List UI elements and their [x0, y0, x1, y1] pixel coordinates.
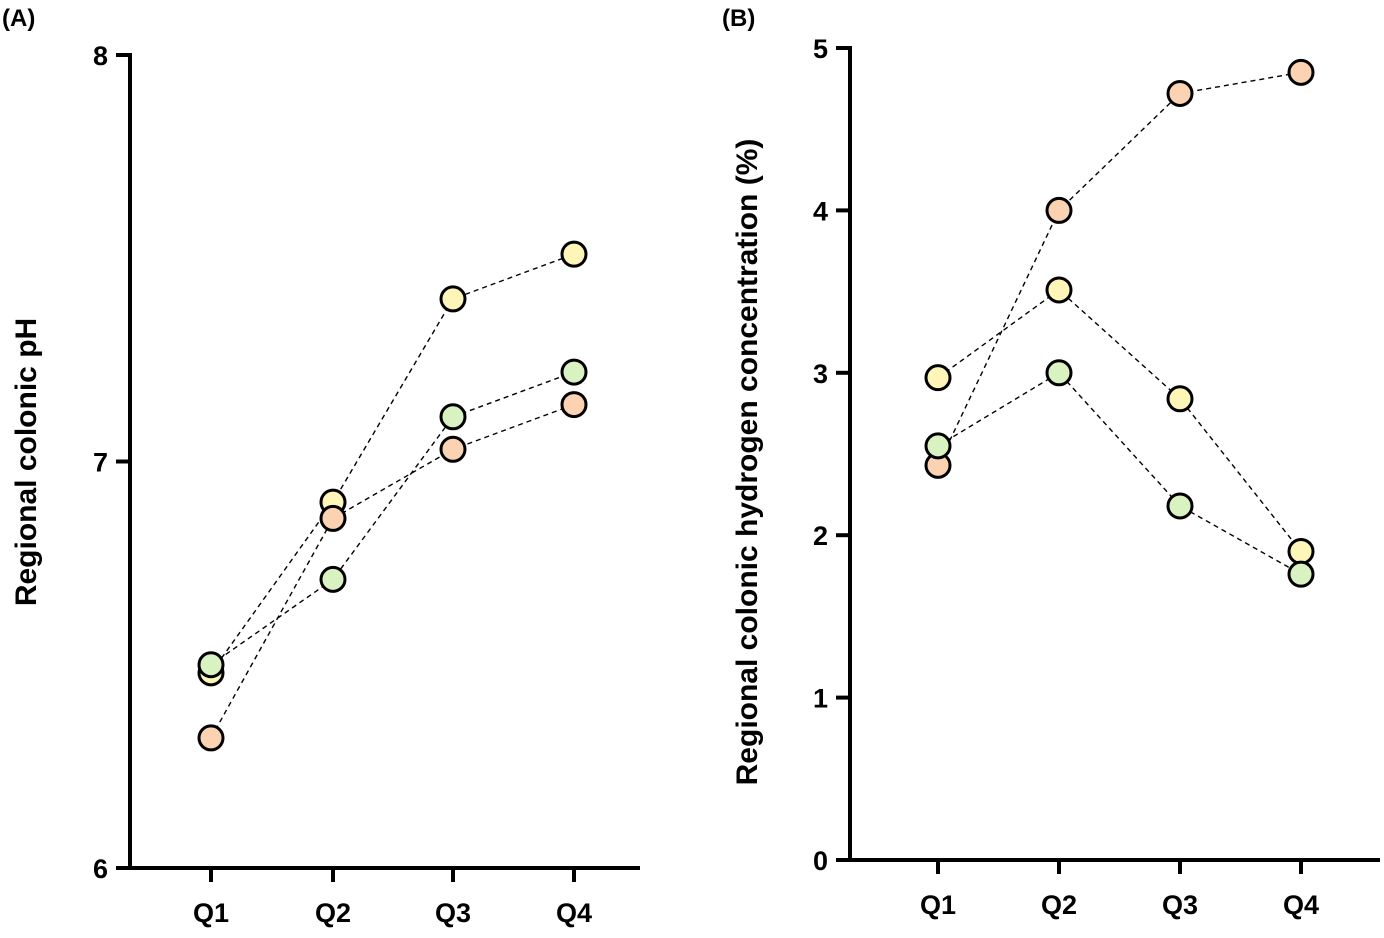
panel-a-x-tick-label: Q2 [315, 898, 351, 928]
panel-b-label: (B) [722, 5, 755, 32]
panel-b-y-tick-label: 5 [813, 34, 828, 64]
panel-b-series-2-line [937, 289, 1302, 552]
panel-b-series-2-point [1166, 385, 1194, 413]
panel-b-series-1-line [937, 71, 1302, 466]
panel-b-x-tick-label: Q2 [1041, 890, 1077, 920]
panel-b-chart: (B) Regional colonic hydrogen concentrat… [722, 5, 1380, 920]
panel-a-series-2-line [210, 403, 575, 739]
panel-b-series-2-point [1287, 537, 1315, 565]
panel-b-x-tick-label: Q1 [920, 890, 956, 920]
panel-b-y-tick-label: 0 [813, 846, 828, 876]
panel-a-chart: (A) Regional colonic pH 6 7 8 Q1 Q2 Q3 Q4 [2, 5, 640, 928]
panel-a-y-tick-label: 7 [93, 448, 108, 478]
panel-a-x-tick-label: Q3 [435, 898, 471, 928]
panel-b-series-1-point [1166, 79, 1194, 107]
panel-b-y-tick-label: 3 [813, 359, 828, 389]
panel-a-series-3-point [560, 358, 588, 386]
panel-b-series-2-point [1045, 276, 1073, 304]
panel-a-series-2-point [319, 504, 347, 532]
panel-a-y-tick-label: 6 [93, 854, 108, 884]
panel-a-y-axis-title: Regional colonic pH [10, 318, 43, 606]
panel-a-series-1-line [210, 253, 575, 674]
panel-a-x-tick-label: Q1 [193, 898, 229, 928]
panel-a-series-2-point [560, 391, 588, 419]
panel-a-series-1-point [439, 285, 467, 313]
panel-b-series-1-point [1045, 196, 1073, 224]
panel-b-x-tick-label: Q3 [1162, 890, 1198, 920]
panel-b-series-3-point [924, 432, 952, 460]
panel-a-series-2-point [197, 724, 225, 752]
panel-b-series-1-point [1287, 58, 1315, 86]
panel-b-series-3-point [1166, 492, 1194, 520]
panel-a-series-3-point [439, 403, 467, 431]
panel-a-label: (A) [2, 5, 35, 32]
panel-b-y-tick-label: 1 [813, 684, 828, 714]
panel-a-series-3-point [197, 651, 225, 679]
panel-b-series-3-line [937, 371, 1302, 575]
panel-a-y-tick-label: 8 [93, 41, 108, 71]
panel-a-series-3-line [210, 371, 575, 666]
panel-b-y-axis-title: Regional colonic hydrogen concentration … [731, 139, 764, 786]
panel-a-series-2-point [439, 435, 467, 463]
panel-a-series-1-point [560, 240, 588, 268]
panel-b-series-3-point [1045, 359, 1073, 387]
panel-b-series-2-point [924, 364, 952, 392]
panel-a-x-tick-label: Q4 [556, 898, 592, 928]
panel-b-x-tick-label: Q4 [1283, 890, 1319, 920]
panel-b-y-tick-label: 4 [813, 196, 828, 226]
panel-b-y-tick-label: 2 [813, 521, 828, 551]
panel-a-series-3-point [319, 565, 347, 593]
panel-b-series-3-point [1287, 560, 1315, 588]
